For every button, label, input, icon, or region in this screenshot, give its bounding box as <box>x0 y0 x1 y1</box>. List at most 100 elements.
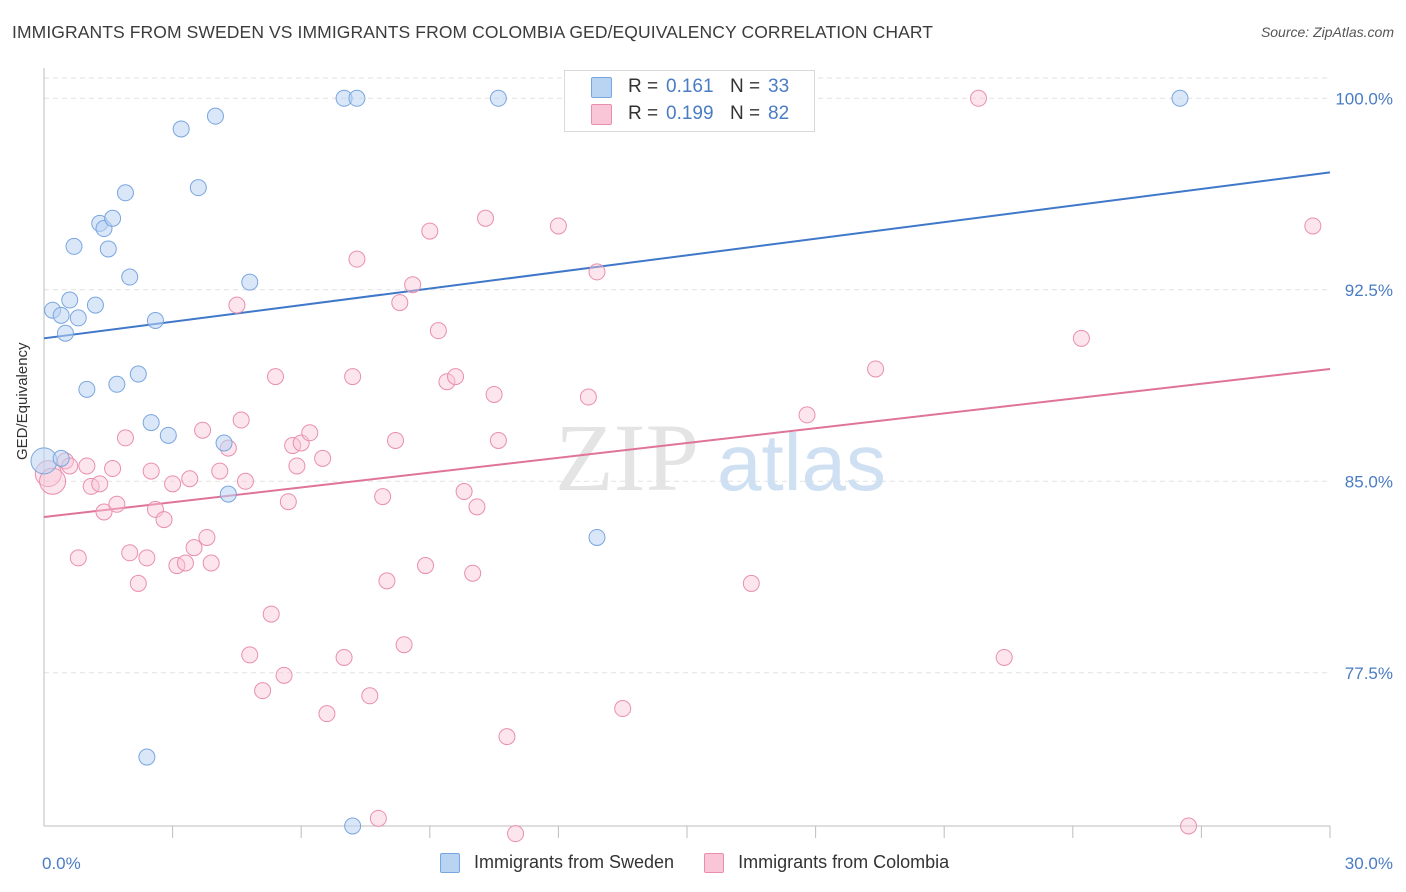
point-sweden[interactable] <box>142 414 160 432</box>
point-colombia[interactable] <box>314 449 332 467</box>
point-colombia[interactable] <box>404 276 422 294</box>
point-colombia[interactable] <box>121 544 139 562</box>
point-colombia[interactable] <box>228 296 246 314</box>
point-colombia[interactable] <box>391 294 409 312</box>
point-colombia[interactable] <box>202 554 220 572</box>
point-colombia[interactable] <box>78 457 96 475</box>
point-colombia[interactable] <box>185 539 203 557</box>
point-colombia[interactable] <box>232 411 250 429</box>
point-sweden[interactable] <box>52 306 70 324</box>
point-colombia[interactable] <box>116 429 134 447</box>
point-sweden[interactable] <box>121 268 139 286</box>
point-sweden[interactable] <box>206 107 224 125</box>
point-colombia[interactable] <box>181 470 199 488</box>
point-colombia[interactable] <box>254 682 272 700</box>
point-colombia[interactable] <box>211 462 229 480</box>
legend-item-colombia[interactable]: Immigrants from Colombia <box>704 852 949 873</box>
point-sweden[interactable] <box>65 237 83 255</box>
point-colombia[interactable] <box>798 406 816 424</box>
legend-item-sweden[interactable]: Immigrants from Sweden <box>440 852 674 873</box>
point-sweden[interactable] <box>172 120 190 138</box>
point-colombia[interactable] <box>91 475 109 493</box>
point-colombia[interactable] <box>485 385 503 403</box>
point-colombia[interactable] <box>335 648 353 666</box>
point-colombia[interactable] <box>361 687 379 705</box>
point-colombia[interactable] <box>164 475 182 493</box>
point-colombia[interactable] <box>579 388 597 406</box>
point-colombia[interactable] <box>194 421 212 439</box>
point-colombia[interactable] <box>489 431 507 449</box>
point-colombia[interactable] <box>275 666 293 684</box>
point-sweden[interactable] <box>215 434 233 452</box>
point-sweden[interactable] <box>189 179 207 197</box>
point-sweden[interactable] <box>69 309 87 327</box>
point-colombia[interactable] <box>588 263 606 281</box>
point-colombia[interactable] <box>142 462 160 480</box>
point-colombia[interactable] <box>477 209 495 227</box>
point-colombia[interactable] <box>468 498 486 516</box>
point-sweden[interactable] <box>344 817 362 835</box>
point-colombia[interactable] <box>447 368 465 386</box>
point-colombia[interactable] <box>374 488 392 506</box>
point-sweden[interactable] <box>104 209 122 227</box>
point-sweden[interactable] <box>99 240 117 258</box>
point-colombia[interactable] <box>288 457 306 475</box>
point-colombia[interactable] <box>464 564 482 582</box>
point-colombia[interactable] <box>129 574 147 592</box>
point-sweden[interactable] <box>489 89 507 107</box>
point-colombia[interactable] <box>614 700 632 718</box>
point-sweden[interactable] <box>78 380 96 398</box>
point-sweden[interactable] <box>159 426 177 444</box>
point-colombia[interactable] <box>742 574 760 592</box>
point-colombia[interactable] <box>241 646 259 664</box>
point-sweden[interactable] <box>129 365 147 383</box>
point-sweden[interactable] <box>116 184 134 202</box>
point-colombia[interactable] <box>301 424 319 442</box>
point-colombia[interactable] <box>498 728 516 746</box>
point-colombia[interactable] <box>507 825 525 843</box>
point-colombia[interactable] <box>969 89 987 107</box>
point-colombia[interactable] <box>155 511 173 529</box>
point-sweden[interactable] <box>52 449 70 467</box>
point-sweden[interactable] <box>138 748 156 766</box>
point-colombia[interactable] <box>108 495 126 513</box>
point-sweden[interactable] <box>56 324 74 342</box>
point-colombia[interactable] <box>95 503 113 521</box>
point-colombia[interactable] <box>318 705 336 723</box>
point-sweden[interactable] <box>108 375 126 393</box>
point-colombia[interactable] <box>344 368 362 386</box>
point-colombia[interactable] <box>236 472 254 490</box>
point-colombia[interactable] <box>867 360 885 378</box>
point-colombia[interactable] <box>176 554 194 572</box>
point-colombia[interactable] <box>549 217 567 235</box>
point-colombia[interactable] <box>266 368 284 386</box>
point-sweden[interactable] <box>219 485 237 503</box>
point-colombia[interactable] <box>417 557 435 575</box>
point-sweden[interactable] <box>1171 89 1189 107</box>
point-sweden[interactable] <box>588 528 606 546</box>
point-colombia[interactable] <box>455 483 473 501</box>
point-colombia[interactable] <box>995 648 1013 666</box>
point-colombia[interactable] <box>1072 329 1090 347</box>
point-colombia[interactable] <box>262 605 280 623</box>
point-colombia[interactable] <box>348 250 366 268</box>
point-sweden[interactable] <box>61 291 79 309</box>
point-colombia[interactable] <box>369 809 387 827</box>
point-sweden[interactable] <box>241 273 259 291</box>
point-sweden[interactable] <box>86 296 104 314</box>
point-colombia[interactable] <box>387 431 405 449</box>
point-colombia[interactable] <box>1180 817 1198 835</box>
point-sweden[interactable] <box>348 89 366 107</box>
point-colombia[interactable] <box>438 373 456 391</box>
point-colombia[interactable] <box>378 572 396 590</box>
point-colombia[interactable] <box>104 460 122 478</box>
point-colombia[interactable] <box>429 322 447 340</box>
point-sweden[interactable] <box>146 311 164 329</box>
point-colombia[interactable] <box>138 549 156 567</box>
point-colombia[interactable] <box>395 636 413 654</box>
point-colombia[interactable] <box>421 222 439 240</box>
point-colombia[interactable] <box>69 549 87 567</box>
point-colombia[interactable] <box>279 493 297 511</box>
point-colombia[interactable] <box>198 528 216 546</box>
point-colombia[interactable] <box>1304 217 1322 235</box>
